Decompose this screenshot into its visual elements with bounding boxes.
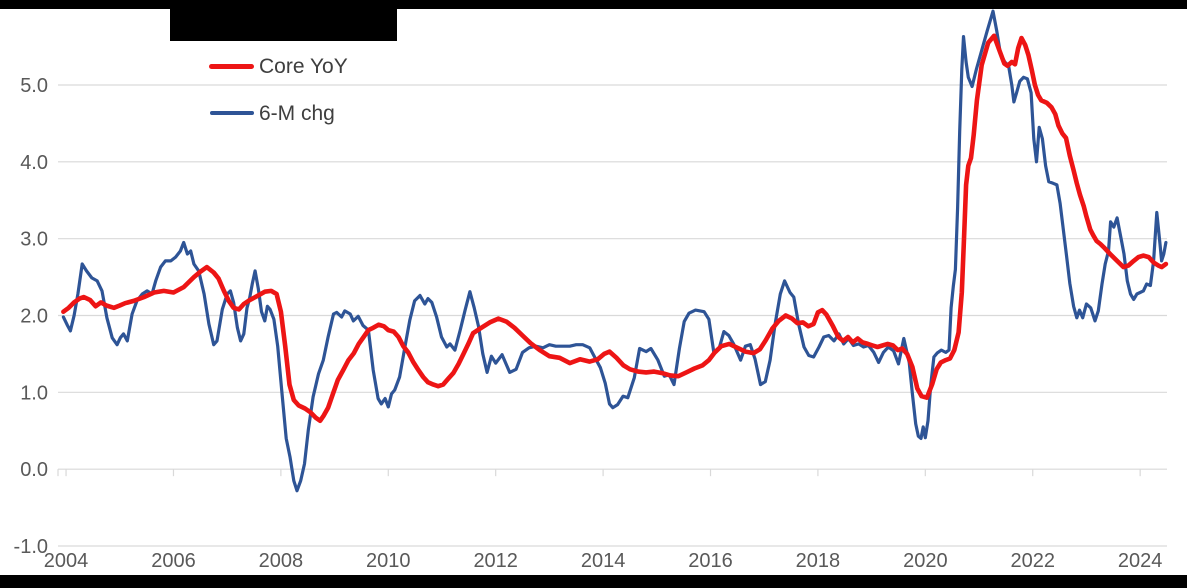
x-axis-ticks <box>57 469 1141 477</box>
x-axis-label-2006: 2006 <box>151 550 196 572</box>
legend-label-core-yoy: Core YoY <box>259 54 348 78</box>
y-axis-label-3: 3.0 <box>20 229 48 251</box>
y-axis-label--1: -1.0 <box>14 536 48 558</box>
x-axis-labels: 2004 2006 2008 2010 2012 2014 2016 2018 2020 2022… <box>44 550 1163 572</box>
x-axis-label-2016: 2016 <box>688 550 733 572</box>
x-axis-label-2008: 2008 <box>259 550 304 572</box>
x-axis-label-2012: 2012 <box>473 550 518 572</box>
legend-label-6m-chg: 6-M chg <box>259 101 335 125</box>
x-axis-label-2022: 2022 <box>1010 550 1055 572</box>
x-axis-label-2024: 2024 <box>1118 550 1163 572</box>
x-axis-label-2004: 2004 <box>44 550 89 572</box>
y-axis-label-2: 2.0 <box>20 306 48 328</box>
x-axis-label-2010: 2010 <box>366 550 411 572</box>
legend-item-core-yoy: Core YoY <box>209 54 348 78</box>
y-axis-label-5: 5.0 <box>20 75 48 97</box>
top-border-bar <box>0 0 1187 9</box>
data-series <box>61 9 1169 493</box>
y-axis-label-1: 1.0 <box>20 382 48 404</box>
y-axis-label-4: 4.0 <box>20 152 48 174</box>
core-yoy-line-swatch <box>209 63 254 69</box>
legend-item-6m-chg: 6-M chg <box>210 101 335 125</box>
bottom-border-bar <box>0 575 1187 588</box>
y-axis-label-0: 0.0 <box>20 459 48 481</box>
6m-chg-line-swatch <box>210 111 254 115</box>
x-axis-label-2020: 2020 <box>903 550 948 572</box>
redacted-title-box <box>170 0 397 41</box>
x-axis-label-2014: 2014 <box>581 550 626 572</box>
series-line-core-yoy <box>61 33 1169 424</box>
x-axis-label-2018: 2018 <box>796 550 841 572</box>
y-axis-labels: 5.0 4.0 3.0 2.0 1.0 0.0 -1.0 <box>14 75 48 558</box>
series-line-6-m-chg <box>61 9 1168 493</box>
gridlines <box>58 84 1167 547</box>
